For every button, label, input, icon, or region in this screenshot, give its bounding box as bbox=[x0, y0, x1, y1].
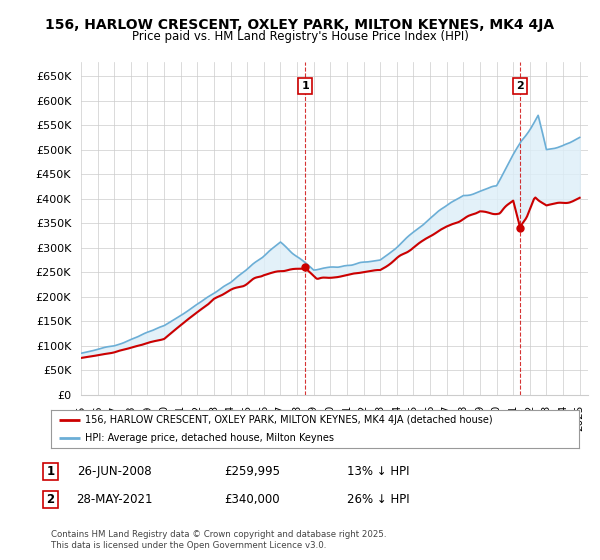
Text: 28-MAY-2021: 28-MAY-2021 bbox=[76, 493, 152, 506]
Text: HPI: Average price, detached house, Milton Keynes: HPI: Average price, detached house, Milt… bbox=[85, 433, 334, 443]
Text: 156, HARLOW CRESCENT, OXLEY PARK, MILTON KEYNES, MK4 4JA (detached house): 156, HARLOW CRESCENT, OXLEY PARK, MILTON… bbox=[85, 415, 493, 425]
Text: 2: 2 bbox=[516, 81, 524, 91]
Text: £340,000: £340,000 bbox=[224, 493, 280, 506]
Text: 26% ↓ HPI: 26% ↓ HPI bbox=[347, 493, 409, 506]
Text: 26-JUN-2008: 26-JUN-2008 bbox=[77, 465, 151, 478]
Text: 1: 1 bbox=[46, 465, 55, 478]
Text: 156, HARLOW CRESCENT, OXLEY PARK, MILTON KEYNES, MK4 4JA: 156, HARLOW CRESCENT, OXLEY PARK, MILTON… bbox=[46, 18, 554, 32]
Text: £259,995: £259,995 bbox=[224, 465, 280, 478]
Text: Contains HM Land Registry data © Crown copyright and database right 2025.
This d: Contains HM Land Registry data © Crown c… bbox=[51, 530, 386, 550]
Text: 1: 1 bbox=[301, 81, 309, 91]
Text: Price paid vs. HM Land Registry's House Price Index (HPI): Price paid vs. HM Land Registry's House … bbox=[131, 30, 469, 43]
Text: 13% ↓ HPI: 13% ↓ HPI bbox=[347, 465, 409, 478]
Text: 2: 2 bbox=[46, 493, 55, 506]
